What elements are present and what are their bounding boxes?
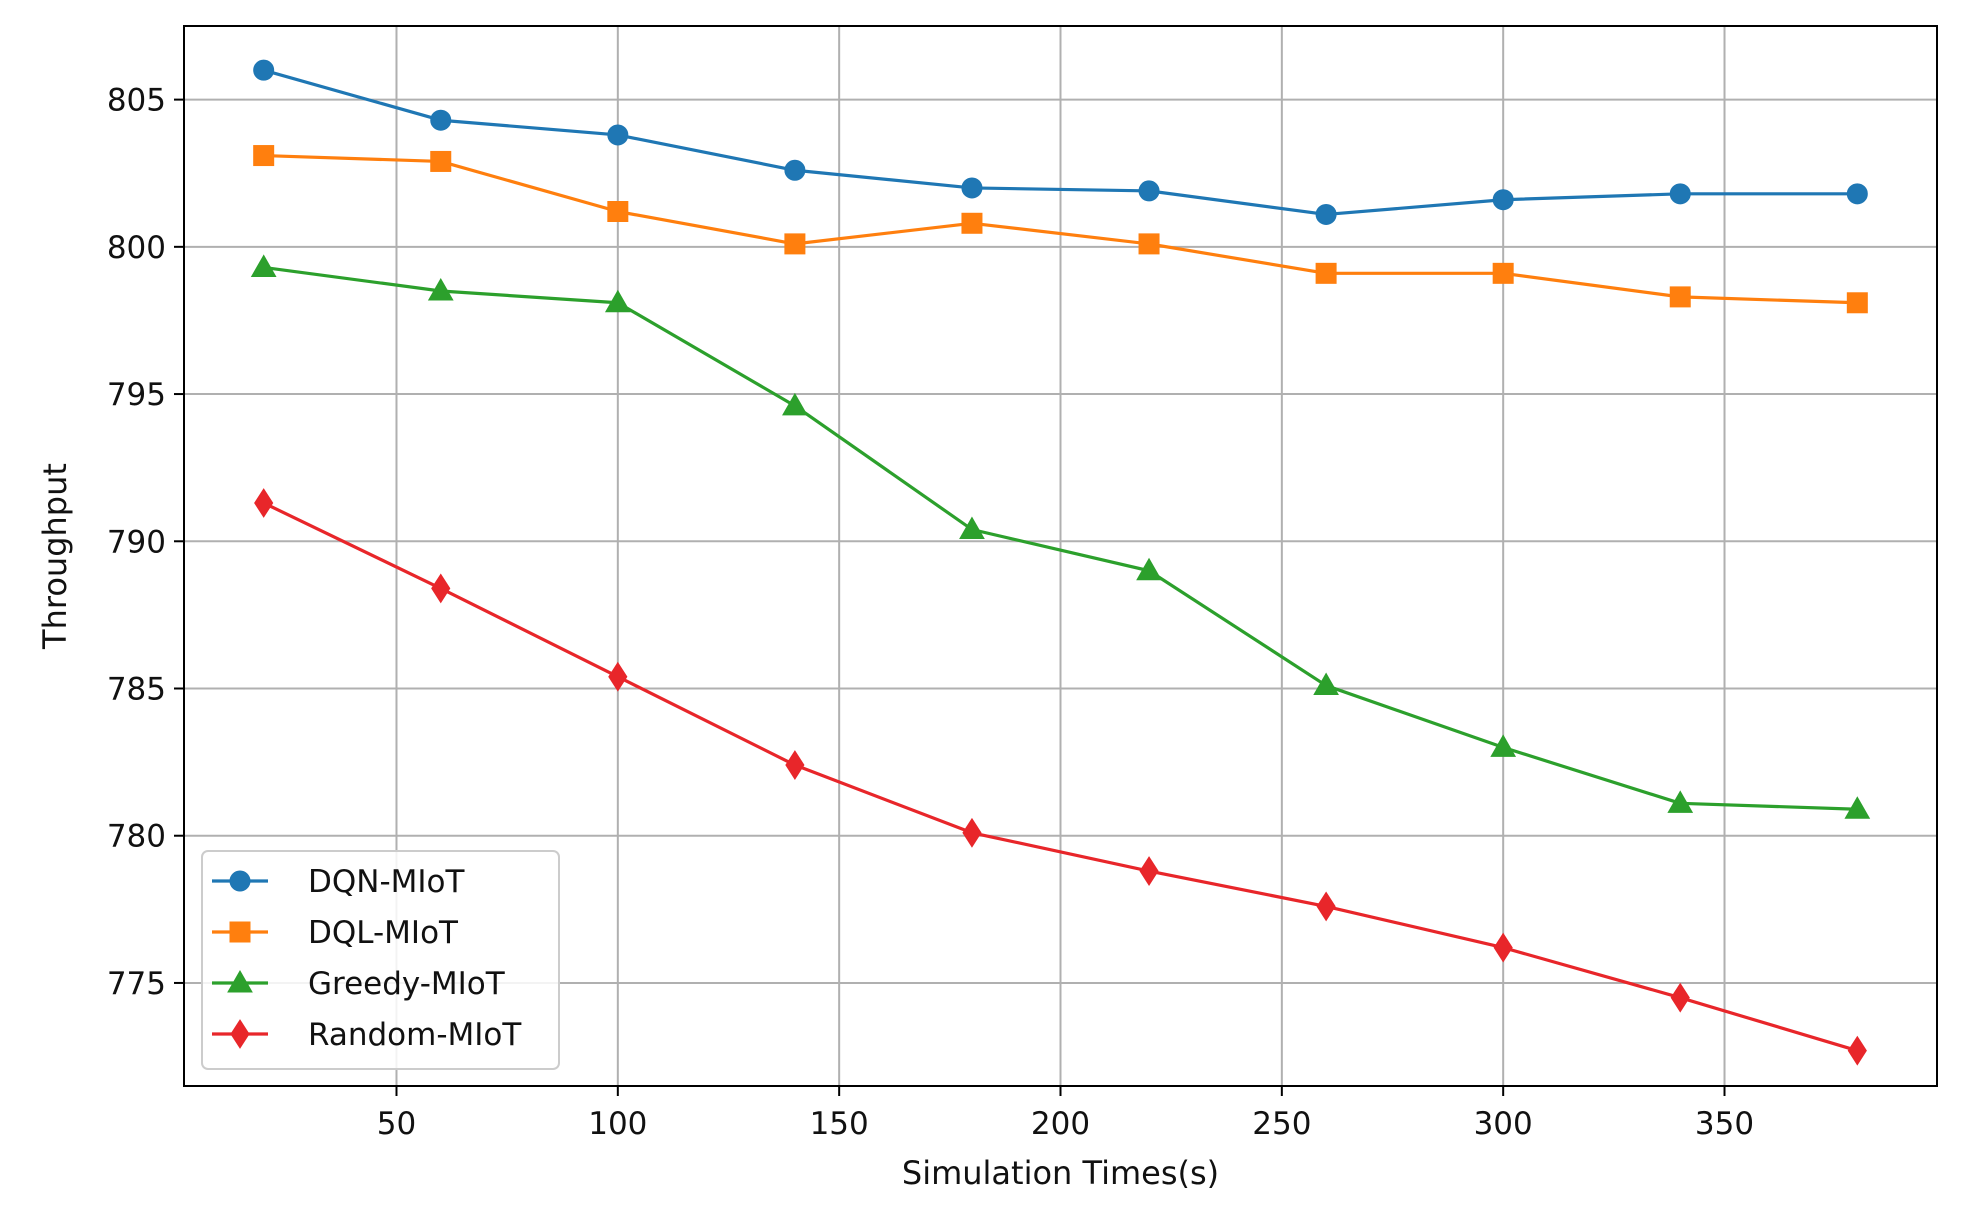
series-dql-miot (253, 145, 1868, 314)
data-point-dql-miot (1315, 262, 1337, 284)
y-tick-label: 800 (107, 230, 166, 266)
legend-marker-dqn-miot (229, 870, 251, 892)
y-tick-label: 790 (107, 524, 166, 560)
y-axis-label: Throughput (36, 463, 74, 650)
x-tick-label: 100 (588, 1106, 647, 1142)
data-point-dqn-miot (430, 109, 452, 131)
legend-label-greedy-miot: Greedy-MIoT (308, 966, 506, 1002)
x-tick-label: 150 (810, 1106, 869, 1142)
data-point-greedy-miot (1667, 790, 1694, 813)
data-point-random-miot (962, 817, 982, 848)
y-tick-label: 795 (107, 377, 166, 413)
legend-box (201, 850, 560, 1070)
legend-label-dqn-miot: DQN-MIoT (308, 864, 466, 900)
data-point-greedy-miot (782, 392, 808, 416)
data-point-random-miot (254, 488, 274, 518)
data-point-dqn-miot (1492, 189, 1514, 211)
legend-marker-dql-miot (229, 921, 251, 943)
y-tick-label: 775 (107, 966, 166, 1002)
data-point-greedy-miot (1313, 672, 1339, 696)
data-point-dqn-miot (784, 159, 806, 181)
data-point-random-miot (1493, 932, 1513, 963)
data-point-greedy-miot (1490, 734, 1517, 757)
data-point-greedy-miot (250, 254, 277, 277)
data-point-random-miot (431, 573, 451, 604)
data-point-dqn-miot (1846, 183, 1868, 205)
data-point-dqn-miot (253, 59, 275, 81)
data-point-greedy-miot (427, 277, 454, 301)
series-random-miot (254, 488, 1867, 1066)
data-point-dql-miot (1846, 292, 1868, 314)
y-tick-label: 785 (107, 672, 166, 708)
x-tick-label: 200 (1031, 1106, 1090, 1142)
legend-label-dql-miot: DQL-MIoT (308, 915, 459, 951)
data-point-random-miot (1847, 1035, 1867, 1066)
series-dqn-miot (253, 59, 1868, 225)
data-point-dql-miot (430, 150, 452, 172)
legend-entry-random-miot: Random-MIoT (212, 1017, 522, 1053)
series-line-dqn-miot (263, 68, 1858, 217)
data-point-dqn-miot (1669, 183, 1691, 205)
legend-label-random-miot: Random-MIoT (308, 1017, 522, 1053)
data-point-greedy-miot (604, 289, 631, 313)
x-tick-label: 300 (1474, 1106, 1533, 1142)
data-point-dql-miot (607, 201, 629, 222)
series-line-greedy-miot (263, 265, 1858, 811)
data-point-dql-miot (961, 212, 983, 234)
axis-ticks: 50 100 150 200 250 300 350 775 780 785 790 795 800 80… (107, 83, 1754, 1142)
data-point-dql-miot (1138, 233, 1160, 255)
legend: DQN-MIoT DQL-MIoT Greedy-MIoT Random-MIoT (201, 850, 560, 1070)
legend-entry-dqn-miot: DQN-MIoT (212, 864, 466, 900)
y-tick-label: 805 (107, 83, 166, 119)
data-point-dqn-miot (607, 124, 629, 146)
data-point-dql-miot (253, 145, 275, 167)
x-tick-label: 250 (1252, 1106, 1311, 1142)
x-axis-label: Simulation Times(s) (902, 1154, 1219, 1192)
data-point-dqn-miot (1138, 180, 1160, 202)
data-point-random-miot (1670, 982, 1690, 1013)
data-point-random-miot (608, 661, 628, 692)
data-point-greedy-miot (1136, 557, 1162, 581)
data-point-dql-miot (1492, 262, 1514, 284)
data-point-random-miot (1316, 891, 1336, 922)
series-line-random-miot (262, 501, 1858, 1053)
data-series (250, 59, 1871, 1066)
legend-marker-greedy-miot (227, 969, 253, 993)
data-point-dql-miot (784, 233, 806, 255)
series-greedy-miot (250, 254, 1871, 819)
legend-entry-greedy-miot: Greedy-MIoT (212, 966, 506, 1002)
data-point-dqn-miot (961, 177, 983, 199)
legend-marker-random-miot (230, 1019, 250, 1049)
y-tick-label: 780 (107, 819, 166, 855)
x-tick-label: 50 (377, 1106, 416, 1142)
data-point-greedy-miot (1844, 796, 1871, 819)
data-point-dql-miot (1669, 286, 1691, 308)
x-tick-label: 350 (1695, 1106, 1754, 1142)
data-point-greedy-miot (959, 516, 985, 539)
data-point-random-miot (785, 750, 805, 780)
legend-entry-dql-miot: DQL-MIoT (212, 915, 459, 951)
data-point-random-miot (1139, 856, 1159, 886)
series-line-dql-miot (263, 153, 1858, 305)
data-point-dqn-miot (1315, 203, 1337, 225)
